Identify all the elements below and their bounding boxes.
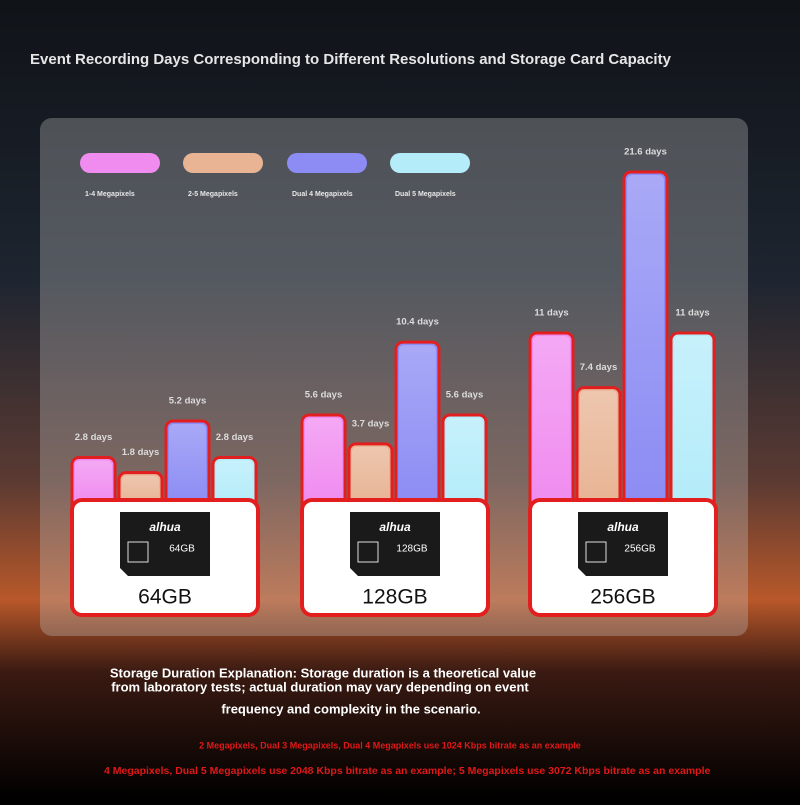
value-label: 2.8 days	[75, 432, 113, 443]
bar-sheen	[352, 446, 389, 503]
card-capacity: 256GB	[624, 544, 655, 555]
footnote: 4 Megapixels, Dual 5 Megapixels use 2048…	[104, 765, 711, 777]
legend-swatch	[183, 153, 263, 173]
bar-sheen	[533, 335, 570, 503]
bar-sheen	[169, 424, 206, 503]
bar-sheen	[627, 175, 664, 503]
card-brand: alhua	[607, 520, 639, 534]
category-label: 64GB	[138, 586, 192, 609]
legend-swatch	[287, 153, 367, 173]
category-label: 128GB	[362, 586, 427, 609]
value-label: 2.8 days	[216, 432, 254, 443]
bar-sheen	[399, 345, 436, 503]
note-line: Storage Duration Explanation: Storage du…	[110, 665, 536, 680]
legend-swatch	[390, 153, 470, 173]
value-label: 5.6 days	[446, 389, 484, 400]
card-capacity: 64GB	[169, 544, 195, 555]
card-logo	[357, 541, 379, 563]
note: Storage Duration Explanation: Storage du…	[104, 665, 711, 776]
value-label: 21.6 days	[624, 147, 667, 158]
chart-title: Event Recording Days Corresponding to Di…	[30, 51, 672, 68]
category-label: 256GB	[590, 586, 655, 609]
microsd	[120, 512, 210, 576]
microsd	[578, 512, 668, 576]
card-capacity: 128GB	[396, 544, 427, 555]
note-line: from laboratory tests; actual duration m…	[111, 679, 529, 694]
legend-label: Dual 5 Megapixels	[395, 191, 456, 198]
card-brand: alhua	[379, 520, 411, 534]
legend-swatch	[80, 153, 160, 173]
card-logo	[585, 541, 607, 563]
note-line: frequency and complexity in the scenario…	[221, 701, 480, 716]
value-label: 10.4 days	[396, 317, 439, 328]
value-label: 5.6 days	[305, 389, 343, 400]
bar-sheen	[305, 417, 342, 503]
legend-label: 1-4 Megapixels	[85, 191, 135, 198]
legend-label: 2-5 Megapixels	[188, 191, 238, 198]
value-label: 7.4 days	[580, 362, 618, 373]
value-label: 3.7 days	[352, 418, 390, 429]
value-label: 11 days	[675, 307, 709, 318]
legend-label: Dual 4 Megapixels	[292, 191, 353, 198]
footnote: 2 Megapixels, Dual 3 Megapixels, Dual 4 …	[199, 740, 581, 750]
value-label: 1.8 days	[122, 447, 160, 458]
value-label: 5.2 days	[169, 396, 207, 407]
bar-sheen	[446, 417, 483, 503]
microsd	[350, 512, 440, 576]
bar-sheen	[216, 460, 253, 503]
value-label: 11 days	[534, 307, 568, 318]
card-logo	[127, 541, 149, 563]
bar-sheen	[580, 390, 617, 503]
bar-sheen	[674, 335, 711, 503]
bar-sheen	[75, 460, 112, 503]
bar-sheen	[122, 475, 159, 503]
card-brand: alhua	[149, 520, 181, 534]
